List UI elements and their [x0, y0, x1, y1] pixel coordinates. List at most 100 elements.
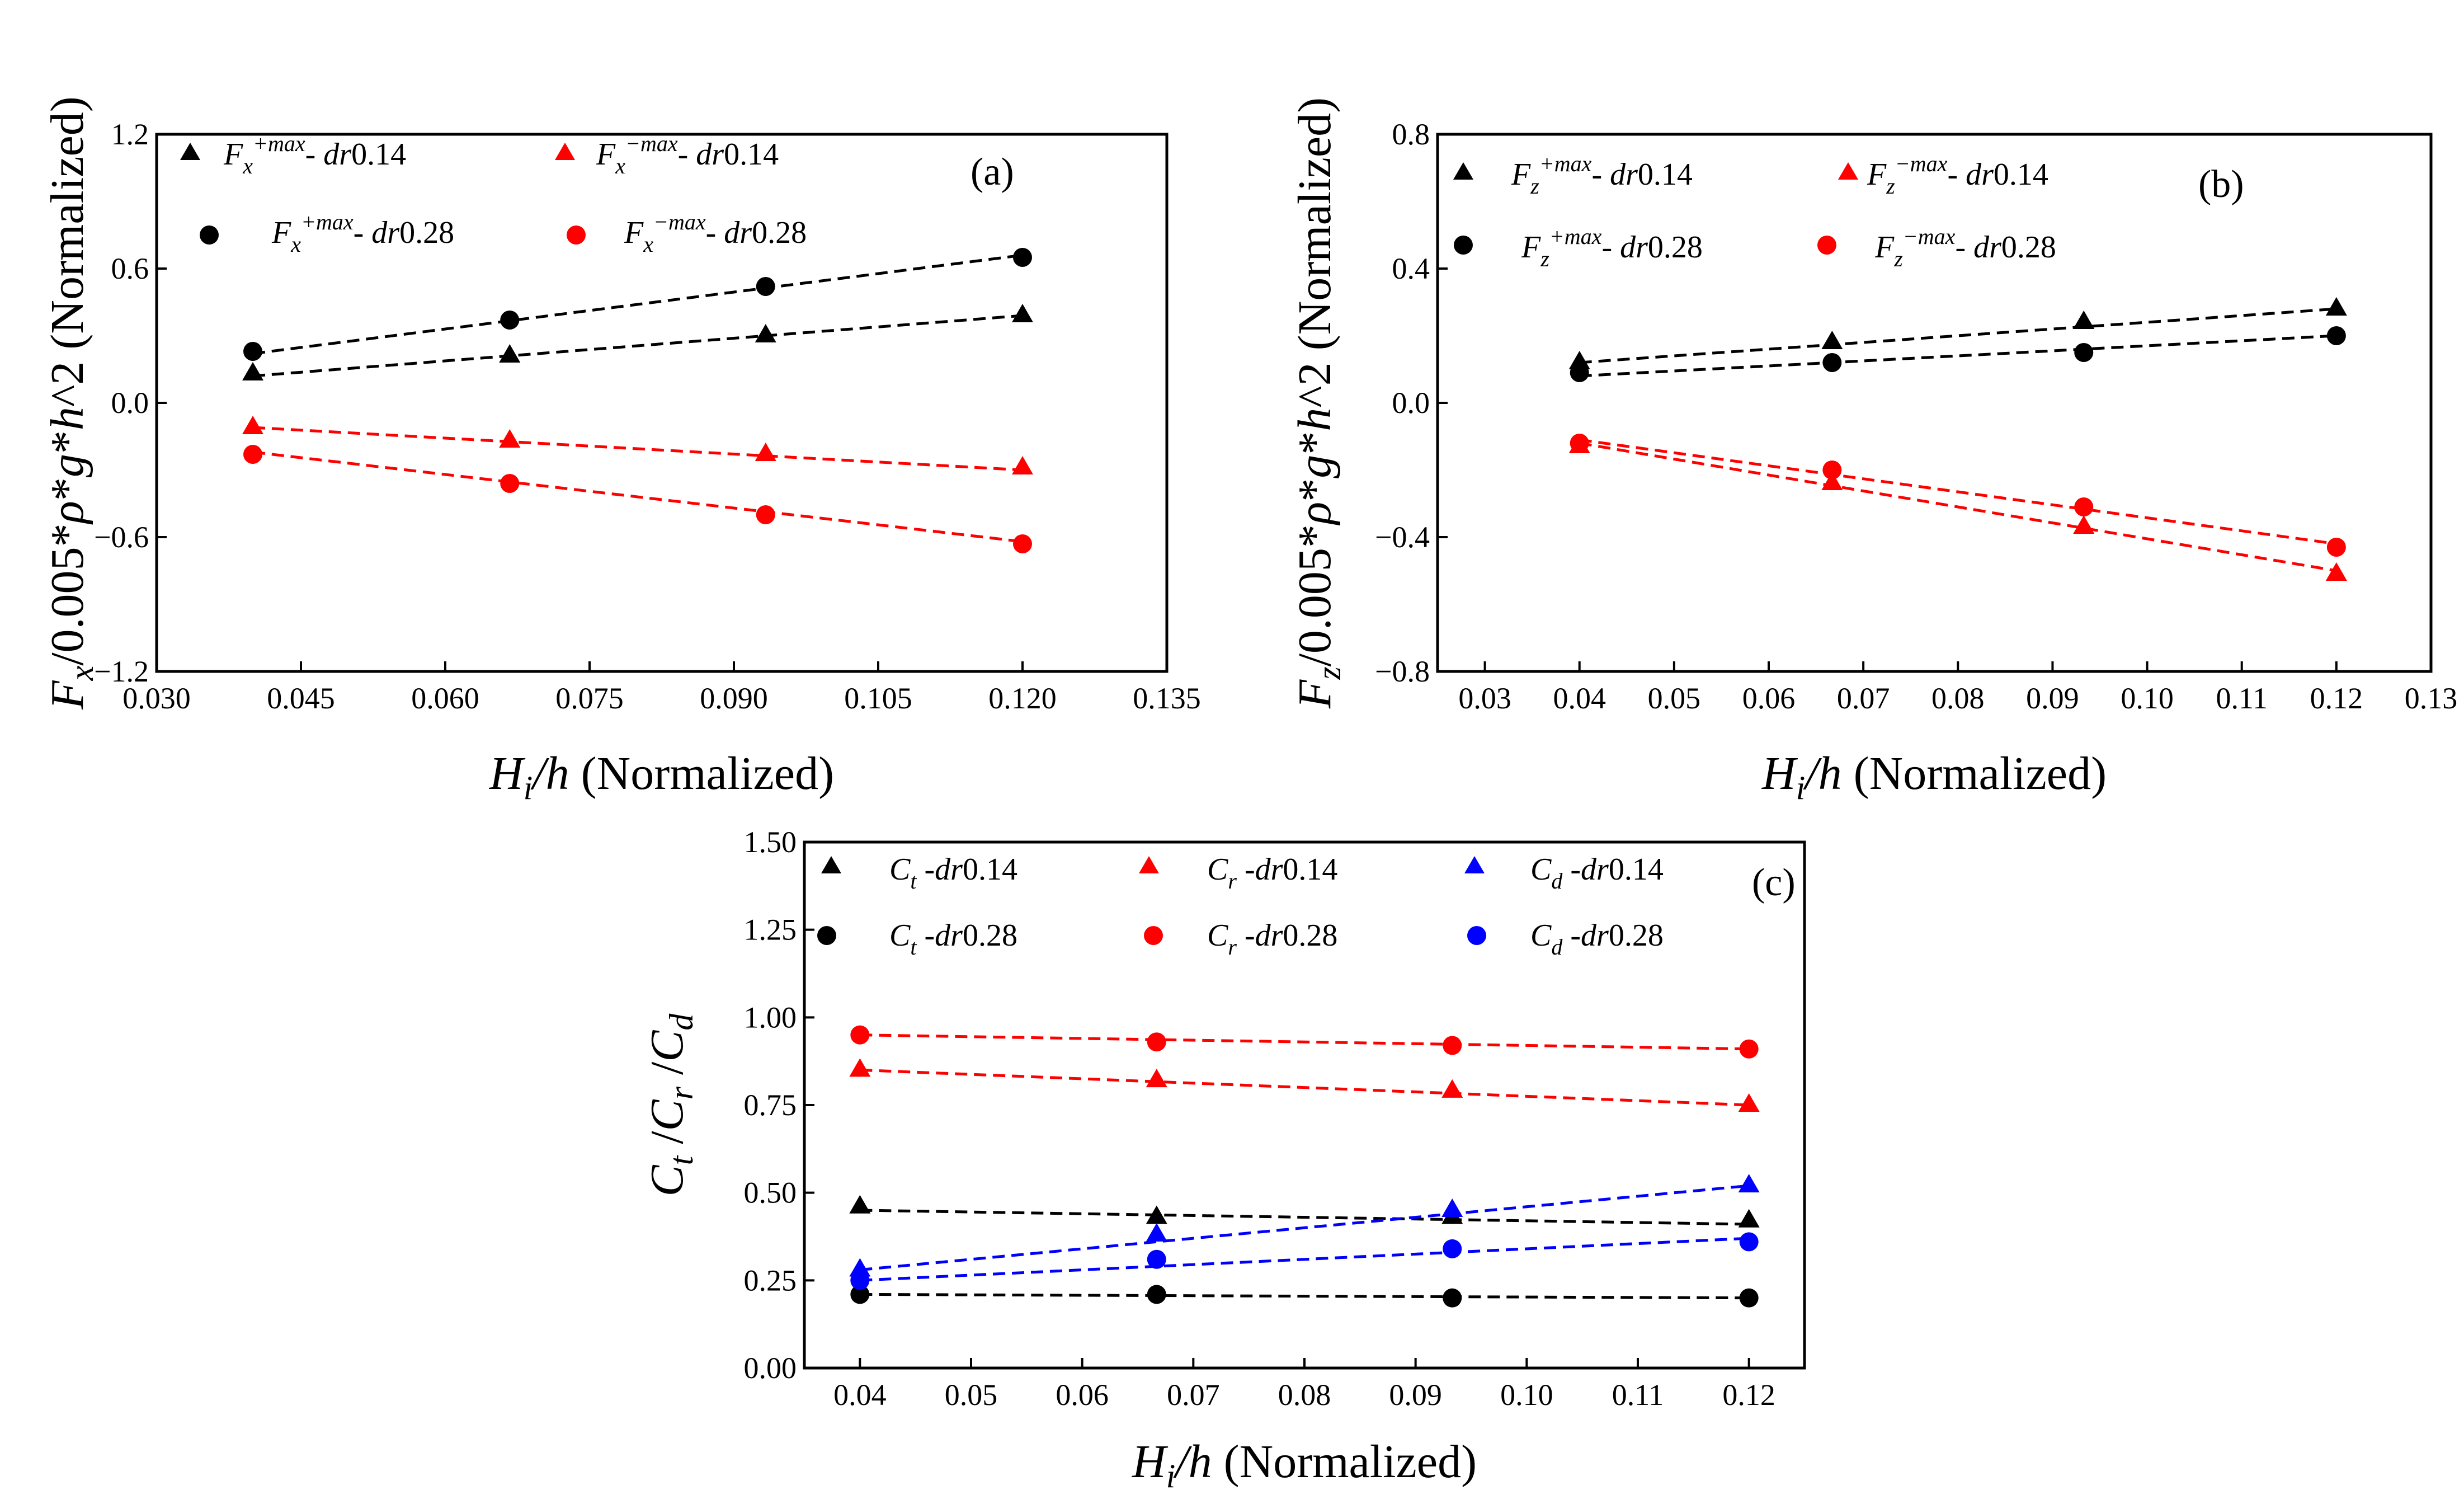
data-point-circle: [1147, 1249, 1166, 1269]
legend-label: Fz−max- dr0.28: [1874, 224, 2056, 271]
panel-a-ylabel: Fx/0.005*ρ*g*h^2 (Normalized): [41, 96, 100, 709]
data-point-circle: [1013, 248, 1032, 267]
legend-marker-circle: [817, 926, 836, 945]
y-tick-label: −0.4: [1375, 520, 1430, 554]
fit-line: [252, 253, 1023, 355]
x-tick-label: 0.08: [1931, 682, 1985, 715]
data-point-circle: [850, 1025, 870, 1045]
data-point-circle: [1443, 1036, 1462, 1055]
legend-marker-triangle: [180, 143, 200, 160]
x-tick-label: 0.07: [1167, 1378, 1220, 1412]
legend-label: Fz+max- dr0.14: [1511, 151, 1693, 199]
y-tick-label: 0.75: [744, 1088, 797, 1122]
legend-marker-circle: [1467, 926, 1486, 945]
y-tick-label: 1.25: [744, 913, 797, 947]
data-point-triangle: [1738, 1209, 1760, 1228]
panel-a-xlabel: Hi/h (Normalized): [489, 748, 834, 806]
legend-label: Cd -dr0.14: [1530, 852, 1664, 894]
data-point-triangle: [1821, 331, 1843, 349]
legend-label: Fx−max- dr0.28: [624, 209, 807, 257]
legend-label: Fx−max- dr0.14: [596, 131, 779, 178]
x-tick-label: 0.09: [2026, 682, 2079, 715]
panel-c-ylabel: Ct /Cr /Cd: [641, 1013, 700, 1197]
legend-label: Fz−max- dr0.14: [1867, 151, 2048, 199]
y-tick-label: 1.2: [111, 118, 149, 151]
data-point-triangle: [1568, 351, 1590, 369]
data-point-triangle: [849, 1258, 871, 1277]
x-tick-label: 0.04: [1553, 682, 1606, 715]
legend-marker-triangle: [1464, 856, 1485, 873]
data-point-triangle: [755, 324, 776, 342]
legend-marker-circle: [200, 225, 219, 245]
panel-a: 0.030 0.045 0.060 0.075 0.090 0.105 0.120 0.135…: [41, 96, 1201, 806]
fit-line: [860, 1033, 1749, 1051]
x-tick-label: 0.06: [1742, 682, 1796, 715]
fit-line: [1579, 441, 2337, 572]
data-point-circle: [1739, 1039, 1759, 1059]
y-tick-label: 1.00: [744, 1000, 797, 1034]
x-tick-label: 0.10: [1500, 1378, 1553, 1412]
y-tick-label: 0.50: [744, 1176, 797, 1210]
fit-line: [1579, 307, 2337, 364]
panel-c: 0.04 0.05 0.06 0.07 0.08 0.09 0.10 0.11 0.12 0.00…: [641, 825, 1806, 1494]
x-tick-label: 0.08: [1278, 1378, 1331, 1412]
legend-label: Ct -dr0.14: [889, 852, 1017, 894]
x-tick-label: 0.03: [1458, 682, 1511, 715]
data-point-triangle: [1146, 1205, 1167, 1224]
data-point-triangle: [849, 1058, 871, 1077]
x-tick-label: 0.05: [945, 1378, 998, 1412]
data-point-circle: [2326, 538, 2346, 557]
data-point-circle: [243, 445, 262, 464]
fit-line: [252, 450, 1023, 543]
data-point-triangle: [242, 362, 263, 380]
panel-b-plot: 0.03 0.04 0.05 0.06 0.07 0.08 0.09 0.10 0.11 0.12…: [1375, 118, 2457, 715]
panel-c-xlabel: Hi/h (Normalized): [1132, 1436, 1477, 1494]
x-tick-label: 0.05: [1648, 682, 1701, 715]
fit-line: [1579, 334, 2336, 378]
data-point-circle: [1822, 353, 1842, 372]
data-point-circle: [500, 474, 520, 493]
fit-line: [252, 314, 1023, 378]
data-point-triangle: [755, 443, 776, 461]
data-point-circle: [1147, 1285, 1166, 1304]
fit-line: [860, 1209, 1749, 1226]
data-point-circle: [1739, 1288, 1759, 1308]
data-point-triangle: [2073, 311, 2095, 329]
data-point-circle: [850, 1285, 870, 1304]
legend-marker-triangle: [555, 143, 575, 160]
x-tick-label: 0.060: [411, 682, 479, 715]
y-tick-label: 0.25: [744, 1263, 797, 1297]
legend-marker-triangle: [1453, 162, 1473, 180]
legend-label: Fx+max- dr0.14: [223, 131, 406, 178]
data-point-triangle: [1012, 304, 1033, 322]
data-point-triangle: [2325, 562, 2347, 581]
legend-label: Fx+max- dr0.28: [271, 209, 454, 257]
data-point-circle: [500, 311, 520, 330]
data-point-circle: [2074, 343, 2094, 362]
x-tick-label: 0.07: [1837, 682, 1890, 715]
data-point-triangle: [1146, 1223, 1167, 1242]
y-tick-label: 0.8: [1392, 118, 1430, 151]
x-tick-label: 0.12: [1722, 1378, 1775, 1412]
data-point-circle: [243, 342, 262, 361]
x-tick-label: 0.10: [2121, 682, 2174, 715]
legend-label: Cr -dr0.28: [1207, 918, 1337, 960]
legend-marker-circle: [1817, 236, 1836, 255]
x-tick-label: 0.12: [2310, 682, 2363, 715]
data-point-circle: [756, 277, 775, 296]
legend-label: Cd -dr0.28: [1530, 918, 1664, 960]
fit-line: [1579, 438, 2337, 546]
y-tick-label: 0.0: [1392, 386, 1430, 420]
y-tick-label: 0.6: [111, 252, 149, 285]
data-point-triangle: [2325, 297, 2347, 316]
fit-line: [860, 1237, 1749, 1282]
data-point-triangle: [1441, 1198, 1463, 1217]
x-tick-label: 0.120: [988, 682, 1057, 715]
data-point-triangle: [1738, 1093, 1760, 1112]
panel-b-ylabel: Fz/0.005*ρ*g*h^2 (Normalized): [1289, 97, 1348, 709]
legend-marker-circle: [1144, 926, 1163, 945]
panel-a-plot: 0.030 0.045 0.060 0.075 0.090 0.105 0.120 0.135…: [94, 118, 1201, 715]
data-point-circle: [1013, 534, 1032, 553]
data-point-triangle: [1738, 1174, 1760, 1193]
